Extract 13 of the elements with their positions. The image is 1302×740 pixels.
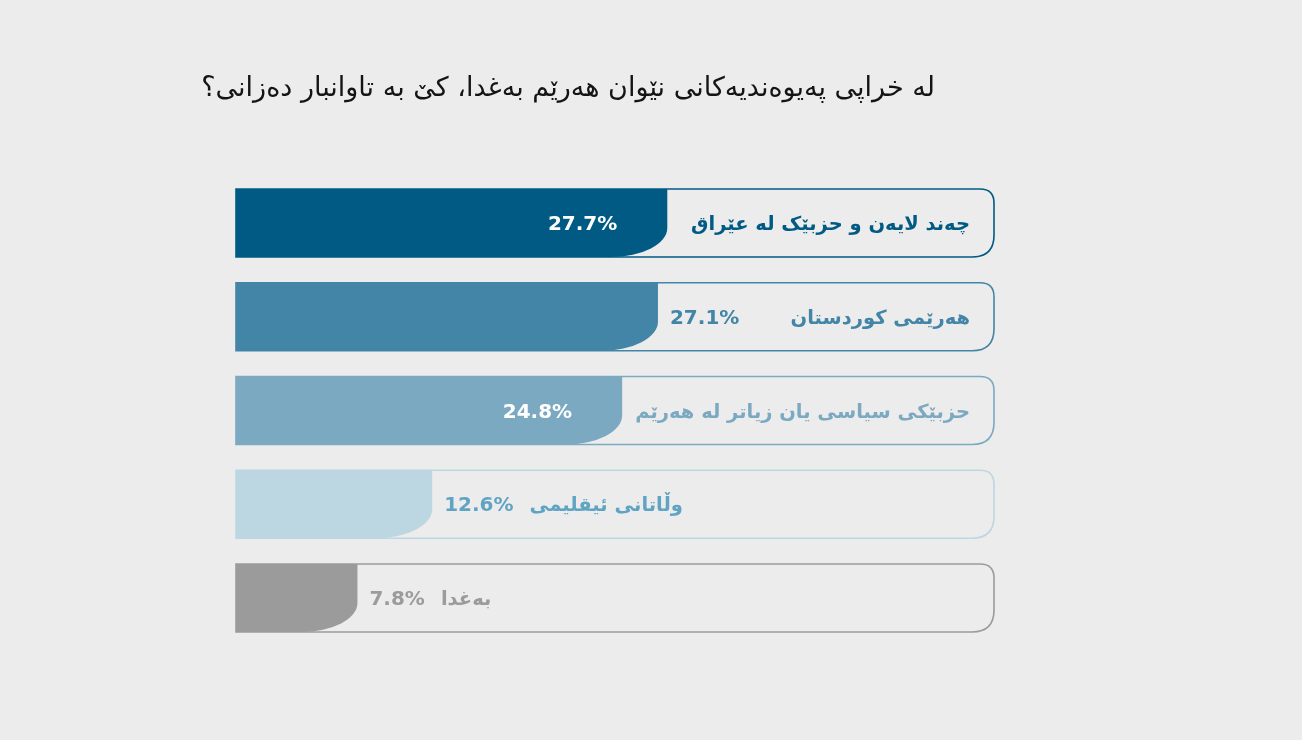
data-label: 7.8%	[369, 586, 425, 611]
chart-title: لە خراپی پەیوەندیەکانی نێوان هەرێم بەغدا، کێ بە تاوانبار دەزانی؟	[201, 71, 935, 103]
data-label: 24.8%	[502, 398, 573, 423]
data-label: 27.1%	[669, 304, 740, 329]
y-tick-label: بەغدا	[440, 587, 492, 611]
y-tick-label: هەرێمی کوردستان	[790, 305, 970, 329]
data-label: 27.7%	[547, 211, 618, 236]
y-tick-label: چەند لایەن و حزبێک لە عێراق	[691, 212, 970, 236]
bar	[236, 564, 358, 632]
y-tick-label: حزبێکی سیاسی یان زیاتر لە هەرێم	[635, 399, 970, 423]
bar	[236, 470, 433, 539]
y-tick-label: وڵاتانی ئیقلیمی	[529, 492, 683, 517]
data-label: 12.6%	[444, 492, 514, 517]
